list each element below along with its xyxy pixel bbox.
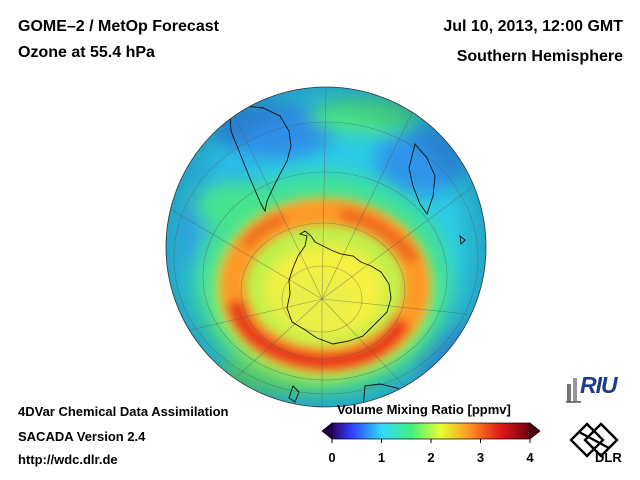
footer-url[interactable]: http://wdc.dlr.de [18,452,118,467]
colorbar-svg [321,422,541,443]
colorbar-tick-1: 1 [377,450,386,465]
colorbar-tick-0: 0 [328,450,336,465]
datetime-label: Jul 10, 2013, 12:00 GMT [443,18,623,35]
title-line1: GOME–2 / MetOp Forecast [18,18,219,35]
colorbar-tick-3: 3 [476,450,485,465]
title-line2: Ozone at 55.4 hPa [18,44,155,61]
dlr-logo-text: DLR [595,450,622,465]
ozone-field [166,87,486,407]
colorbar-ticks [331,439,531,443]
dlr-logo-icon [569,422,619,458]
globe-map [165,86,487,408]
riu-logo-text: RIU [580,372,618,398]
colorbar-title: Volume Mixing Ratio [ppmv] [337,402,511,417]
colorbar-under-triangle [321,422,333,440]
colorbar-over-triangle [529,422,541,440]
globe-outline [165,86,487,408]
region-label: Southern Hemisphere [456,48,623,65]
colorbar-tick-4: 4 [526,450,534,465]
riu-logo-icon [566,378,581,403]
footer-assimilation: 4DVar Chemical Data Assimilation [18,404,229,419]
footer-version: SACADA Version 2.4 [18,429,146,444]
colorbar-bar [331,422,531,440]
colorbar [316,419,546,469]
ozone-globe-svg [165,86,487,408]
colorbar-tick-2: 2 [427,450,435,465]
graticule [166,87,486,407]
